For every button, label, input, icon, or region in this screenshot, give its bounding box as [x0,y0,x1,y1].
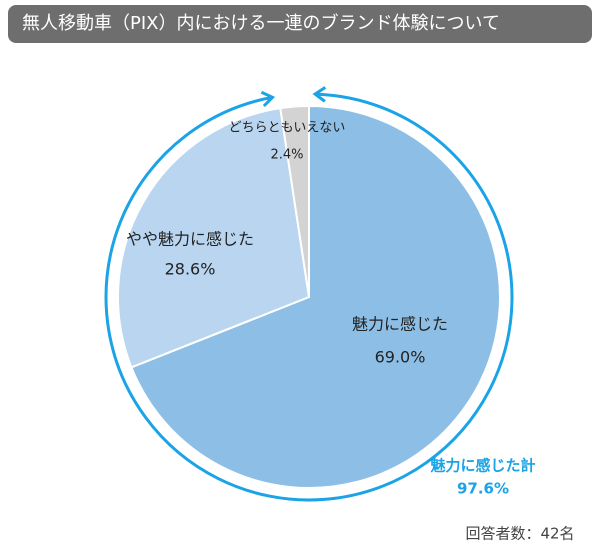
pie-slice [279,104,310,298]
title-bar [8,5,592,43]
pie-slice [117,107,311,369]
annotation-value: 97.6% [457,480,509,498]
footnote: 回答者数：42名 [465,525,574,543]
bracket-arrowhead [312,86,327,103]
pie-slice [130,104,501,489]
slice-value: 2.4% [270,148,303,163]
bracket-arrowhead [260,90,276,108]
annotation-label: 魅力に感じた計 [430,457,535,475]
chart-title: 無人移動車（PIX）内における一連のブランド体験について [22,12,500,34]
bracket-arc [104,92,514,502]
slice-label: 魅力に感じた [352,315,448,334]
slice-label: やや魅力に感じた [126,230,254,249]
slice-value: 28.6% [165,260,216,279]
slice-value: 69.0% [375,348,426,367]
slice-label: どちらともいえない [229,121,346,136]
